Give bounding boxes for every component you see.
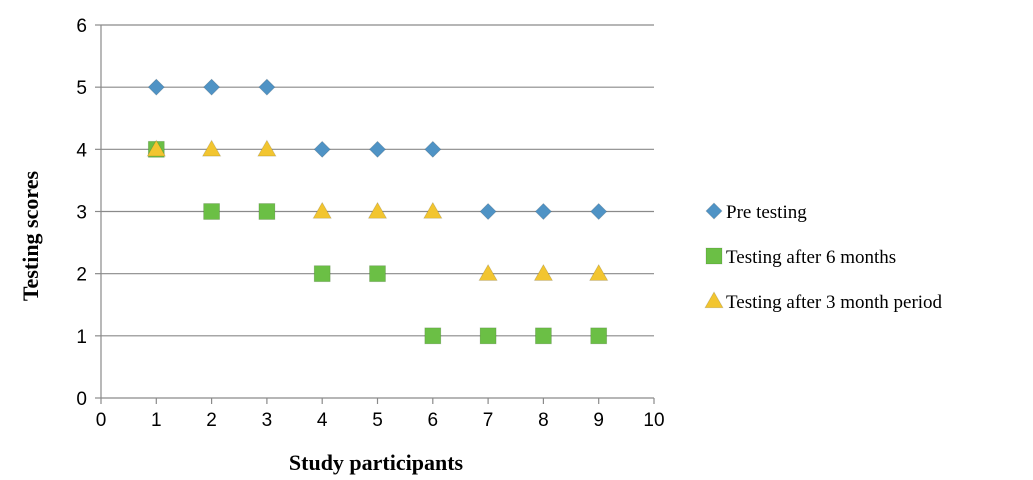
x-tick-label: 8 [538, 410, 549, 431]
diamond-point [590, 202, 608, 221]
diamond-point [203, 78, 221, 96]
diamond-point [313, 140, 331, 158]
x-tick-label: 7 [483, 410, 494, 431]
gridlines [101, 24, 654, 337]
legend-triangle-symbol [704, 291, 724, 309]
x-tick-label: 9 [593, 410, 604, 431]
y-tick-label: 1 [76, 327, 87, 348]
y-tick-label: 2 [76, 265, 87, 286]
x-tick-label: 3 [262, 410, 273, 431]
legend-label: Pre testing [726, 202, 807, 223]
square-point [258, 203, 276, 220]
square-point [535, 327, 552, 345]
data-markers [146, 78, 609, 345]
y-axis-title: Testing scores [18, 170, 43, 301]
triangle-point [201, 139, 222, 157]
diamond-point [424, 140, 442, 158]
triangle-point [533, 263, 554, 281]
square-point [313, 265, 331, 283]
y-tick-label: 3 [76, 203, 87, 224]
square-point [424, 327, 442, 345]
series-triangle-points [146, 139, 609, 281]
axes: 0 1 2 3 4 5 6 0 1 2 3 4 5 6 7 8 9 10 [76, 16, 664, 431]
square-point [479, 327, 497, 345]
x-axis-title: Study participants [289, 450, 464, 475]
legend-label: Testing after 3 month period [726, 292, 943, 313]
legend-diamond-symbol [705, 202, 723, 220]
diamond-point [258, 78, 276, 96]
square-point [203, 203, 221, 220]
triangle-point [146, 139, 166, 157]
x-tick-label: 5 [372, 410, 383, 431]
diamond-point [534, 202, 552, 221]
diamond-point [147, 78, 165, 96]
y-tick-label: 0 [76, 389, 87, 410]
x-tick-label: 1 [151, 410, 162, 431]
series-diamond-points [147, 78, 608, 221]
legend-item: Testing after 6 months [705, 247, 896, 268]
x-tick-label: 2 [206, 410, 217, 431]
triangle-point [478, 263, 498, 281]
legend-square-symbol [705, 247, 723, 265]
y-tick-label: 6 [76, 16, 87, 37]
series-square-points [147, 140, 608, 345]
x-tick-label: 0 [96, 410, 107, 431]
diamond-point [479, 202, 497, 221]
y-tick-label: 4 [76, 140, 87, 161]
square-point [590, 327, 608, 345]
legend-label: Testing after 6 months [726, 247, 896, 268]
triangle-point [423, 201, 443, 219]
x-tick-label: 10 [643, 410, 664, 431]
legend-item: Testing after 3 month period [704, 291, 943, 313]
y-tick-label: 5 [76, 78, 87, 99]
legend-item: Pre testing [705, 202, 807, 223]
triangle-point [589, 263, 609, 281]
triangle-point [367, 201, 388, 219]
legend: Pre testing Testing after 6 months Testing… [704, 202, 943, 313]
x-tick-label: 4 [317, 410, 328, 431]
x-tick-label: 6 [428, 410, 439, 431]
triangle-point [257, 139, 277, 157]
square-point [369, 265, 386, 283]
triangle-point [312, 201, 332, 219]
diamond-point [368, 140, 387, 158]
